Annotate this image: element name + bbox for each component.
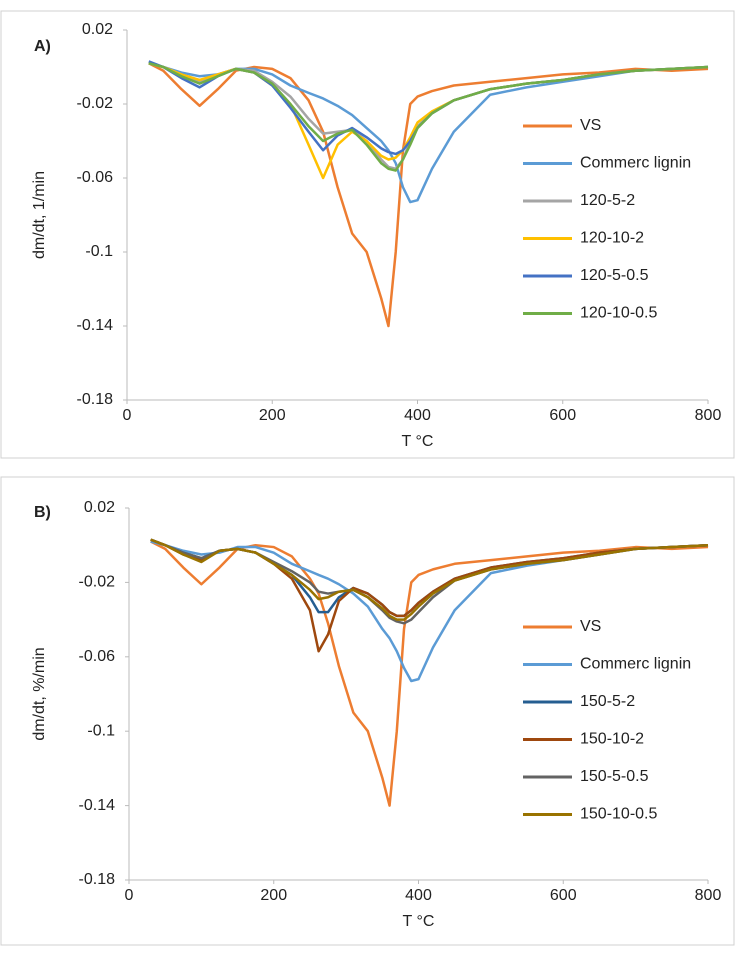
y-tick-label: -0.18: [77, 391, 114, 408]
panel-frame: [0, 476, 735, 946]
y-tick-label: -0.14: [77, 317, 114, 334]
legend-label: 150-5-0.5: [580, 768, 649, 785]
y-tick-label: -0.14: [79, 797, 116, 814]
y-tick-label: -0.06: [79, 648, 116, 665]
legend-label: 120-5-2: [580, 192, 635, 209]
legend-label: Commerc lignin: [580, 155, 691, 172]
x-tick-label: 600: [549, 407, 576, 424]
y-tick-label: -0.18: [79, 871, 116, 888]
x-tick-label: 800: [695, 887, 722, 904]
series-line: [148, 62, 709, 204]
legend-label: 150-10-2: [580, 731, 644, 748]
legend-label: VS: [580, 618, 601, 635]
x-tick-label: 200: [260, 887, 287, 904]
panel-frame: [0, 10, 735, 459]
y-tick-label: 0.02: [82, 21, 113, 38]
x-tick-label: 800: [695, 407, 722, 424]
series-line: [150, 540, 709, 807]
y-tick-label: -0.1: [85, 243, 113, 260]
x-axis-title: T °C: [402, 433, 434, 450]
y-tick-label: -0.06: [77, 169, 114, 186]
legend-label: VS: [580, 117, 601, 134]
legend-label: 120-10-2: [580, 230, 644, 247]
x-tick-label: 400: [405, 887, 432, 904]
series-line: [148, 62, 709, 172]
y-tick-label: -0.1: [87, 722, 115, 739]
legend-label: 150-5-2: [580, 693, 635, 710]
y-axis-title: dm/dt, 1/min: [31, 171, 48, 259]
panel-label: A): [34, 38, 51, 55]
legend-label: 120-5-0.5: [580, 267, 649, 284]
panel-label: B): [34, 504, 51, 521]
x-tick-label: 400: [404, 407, 431, 424]
x-axis-title: T °C: [403, 913, 435, 930]
legend-label: 150-10-0.5: [580, 806, 657, 823]
series-line: [150, 538, 709, 621]
legend-label: 120-10-0.5: [580, 305, 657, 322]
x-tick-label: 0: [123, 407, 132, 424]
x-tick-label: 200: [259, 407, 286, 424]
series-line: [148, 62, 709, 328]
y-tick-label: 0.02: [84, 499, 115, 516]
y-axis-title: dm/dt, %/min: [31, 647, 48, 740]
y-tick-label: -0.02: [77, 95, 114, 112]
legend-label: Commerc lignin: [580, 656, 691, 673]
x-tick-label: 0: [125, 887, 134, 904]
x-tick-label: 600: [550, 887, 577, 904]
y-tick-label: -0.02: [79, 574, 116, 591]
